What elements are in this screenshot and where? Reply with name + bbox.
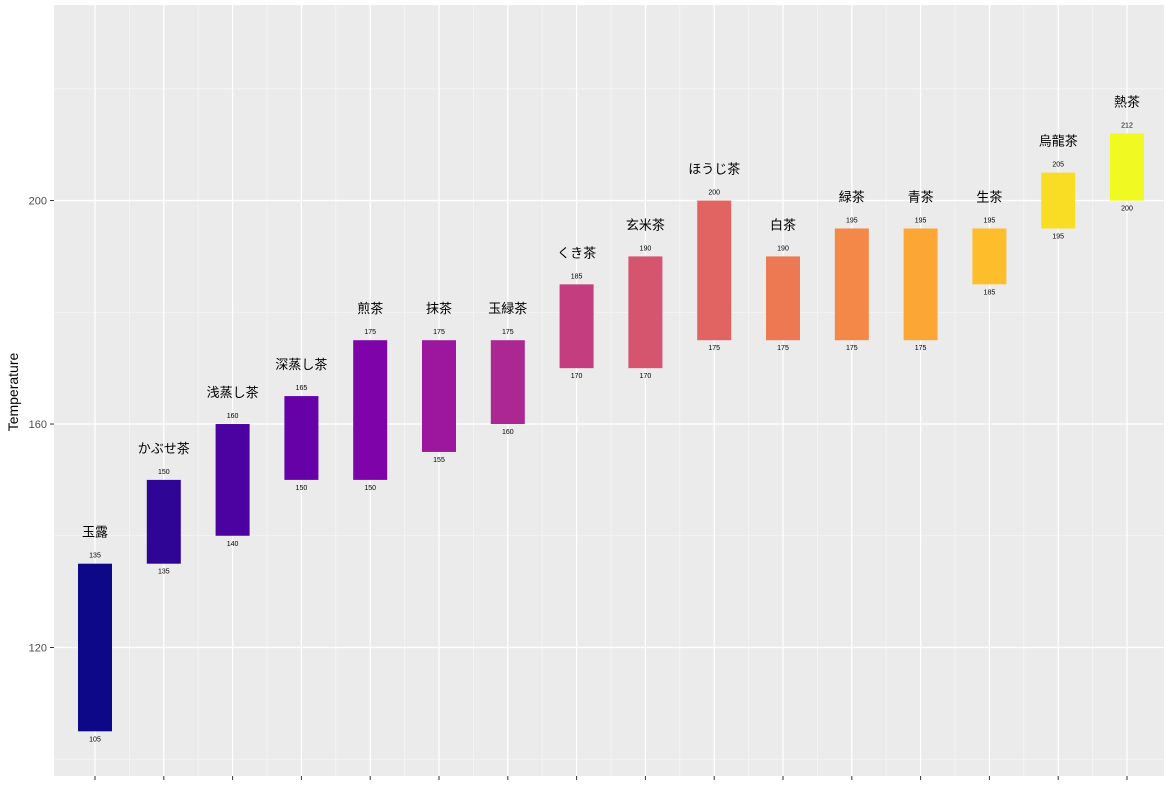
low-value-label: 155: [433, 457, 445, 464]
category-label: 熱茶: [1114, 95, 1140, 111]
high-value-label: 175: [433, 329, 445, 336]
category-label: 浅蒸し茶: [207, 385, 259, 401]
range-bar: [834, 228, 869, 341]
high-value-label: 200: [708, 190, 720, 197]
high-value-label: 165: [296, 385, 308, 392]
category-label: ほうじ茶: [688, 162, 740, 178]
low-value-label: 140: [227, 541, 239, 548]
range-bar: [353, 340, 388, 480]
category-label: 緑茶: [839, 189, 865, 205]
range-bar: [559, 284, 594, 369]
low-value-label: 195: [1052, 233, 1064, 240]
low-value-label: 150: [364, 485, 376, 492]
range-bar: [1110, 133, 1144, 201]
category-label: 抹茶: [426, 301, 452, 317]
category-label: 玉露: [82, 526, 108, 541]
range-bar: [490, 340, 525, 425]
low-value-label: 175: [708, 345, 720, 352]
low-value-label: 105: [89, 736, 101, 743]
range-bar: [146, 479, 181, 564]
high-value-label: 205: [1052, 162, 1064, 169]
low-value-label: 160: [502, 429, 514, 436]
high-value-label: 195: [915, 217, 927, 224]
labels: 135 105 玉露 150 135 かぶせ茶 160 140 浅蒸し茶 165 150 深蒸し茶 17…: [82, 95, 1140, 744]
category-label: かぶせ茶: [138, 441, 190, 457]
category-label: 青茶: [908, 189, 934, 205]
range-bar: [766, 256, 800, 341]
high-value-label: 150: [158, 469, 170, 476]
category-label: 生茶: [976, 189, 1002, 205]
category-label: 烏龍茶: [1039, 134, 1078, 150]
range-bar: [697, 200, 732, 341]
low-value-label: 175: [915, 345, 927, 352]
y-tick-label: 120: [29, 643, 47, 655]
low-value-label: 175: [846, 345, 858, 352]
range-bar: [1041, 172, 1076, 229]
category-label: 白茶: [770, 217, 796, 233]
range-bar: [284, 396, 319, 480]
category-label: 煎茶: [357, 301, 383, 317]
high-value-label: 185: [571, 273, 583, 280]
bars: [78, 133, 1144, 732]
y-axis: 120 160 200: [29, 196, 1128, 780]
high-value-label: 212: [1121, 123, 1133, 130]
high-value-label: 195: [846, 217, 858, 224]
low-value-label: 170: [640, 373, 652, 380]
high-value-label: 135: [89, 553, 101, 560]
high-value-label: 195: [984, 217, 996, 224]
high-value-label: 190: [777, 245, 789, 252]
category-label: 深蒸し茶: [275, 357, 327, 373]
range-bar: [78, 563, 112, 732]
category-label: 玄米茶: [626, 217, 665, 233]
high-value-label: 190: [640, 245, 652, 252]
low-value-label: 150: [296, 485, 308, 492]
low-value-label: 185: [984, 289, 996, 296]
range-bar: [215, 424, 250, 536]
low-value-label: 200: [1121, 206, 1133, 213]
y-axis-label: Temperature: [5, 352, 21, 431]
range-bar: [422, 340, 456, 452]
y-tick-label: 200: [29, 196, 47, 208]
range-bar: [628, 256, 663, 369]
range-bar: [903, 228, 938, 341]
low-value-label: 170: [571, 373, 583, 380]
low-value-label: 135: [158, 569, 170, 576]
y-tick-label: 160: [29, 419, 47, 431]
category-label: くき茶: [557, 245, 596, 261]
low-value-label: 175: [777, 345, 789, 352]
range-bar: [972, 228, 1007, 285]
high-value-label: 175: [364, 329, 376, 336]
high-value-label: 175: [502, 329, 514, 336]
high-value-label: 160: [227, 413, 239, 420]
category-label: 玉緑茶: [488, 301, 527, 317]
